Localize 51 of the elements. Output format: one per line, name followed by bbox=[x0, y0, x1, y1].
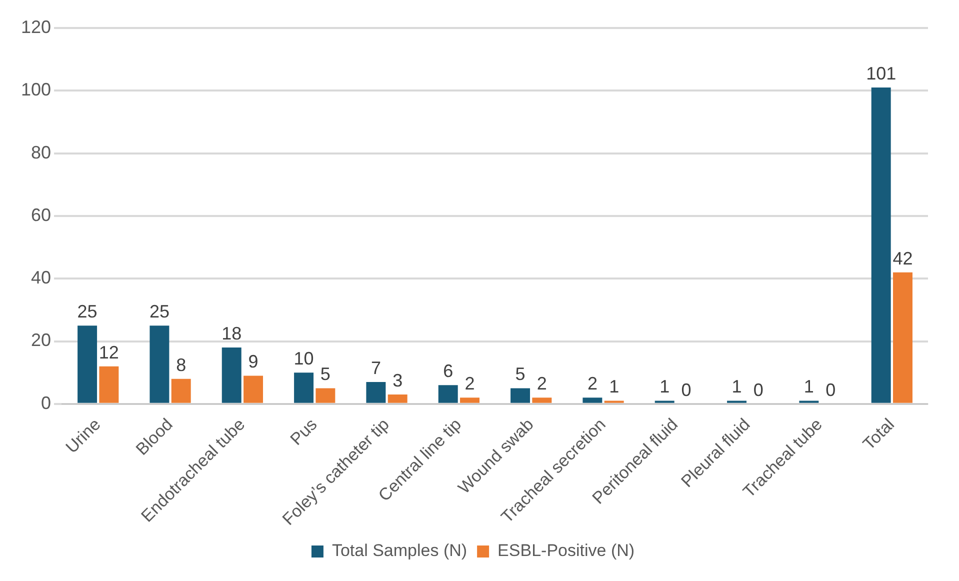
y-tick-label: 40 bbox=[31, 268, 52, 288]
data-label: 7 bbox=[370, 358, 381, 378]
data-label: 2 bbox=[464, 374, 475, 394]
bar bbox=[871, 88, 891, 403]
data-label: 25 bbox=[149, 302, 170, 322]
bar bbox=[78, 326, 98, 403]
bar bbox=[893, 272, 912, 403]
y-tick-label: 100 bbox=[20, 80, 52, 100]
bar bbox=[294, 372, 314, 403]
data-label: 10 bbox=[294, 348, 314, 369]
data-label: 0 bbox=[681, 380, 692, 400]
legend-label: Total Samples (N) bbox=[332, 541, 468, 560]
y-tick-label: 0 bbox=[41, 392, 52, 413]
bar bbox=[532, 398, 552, 403]
bar bbox=[388, 394, 408, 403]
x-tick-label: Pus bbox=[286, 414, 321, 449]
y-tick-label: 20 bbox=[31, 330, 52, 350]
bar bbox=[244, 376, 264, 403]
legend-label: ESBL-Positive (N) bbox=[498, 541, 635, 560]
bar bbox=[150, 326, 170, 403]
bar bbox=[510, 388, 530, 403]
data-label: 42 bbox=[892, 248, 913, 268]
data-label: 12 bbox=[98, 342, 119, 362]
y-tick-label: 60 bbox=[31, 204, 52, 225]
data-label: 1 bbox=[660, 376, 670, 397]
bar bbox=[171, 378, 191, 403]
data-label: 3 bbox=[392, 370, 403, 390]
bar bbox=[366, 382, 386, 403]
data-label: 1 bbox=[804, 376, 814, 397]
data-label: 8 bbox=[176, 354, 186, 375]
data-label: 1 bbox=[609, 376, 620, 397]
data-label: 9 bbox=[248, 352, 258, 372]
data-label: 5 bbox=[515, 364, 526, 384]
data-label: 2 bbox=[536, 374, 547, 394]
data-label: 6 bbox=[443, 361, 454, 382]
data-label: 5 bbox=[320, 364, 330, 384]
bar bbox=[316, 388, 336, 403]
y-tick-label: 80 bbox=[31, 142, 52, 162]
bar bbox=[582, 398, 602, 403]
y-tick-label: 120 bbox=[20, 16, 52, 37]
bar bbox=[438, 385, 458, 403]
data-label: 101 bbox=[866, 63, 896, 84]
data-label: 0 bbox=[826, 380, 836, 400]
data-label: 2 bbox=[587, 374, 598, 394]
data-label: 0 bbox=[753, 380, 764, 400]
data-label: 25 bbox=[77, 302, 98, 322]
data-label: 1 bbox=[732, 376, 742, 397]
data-label: 18 bbox=[222, 323, 242, 344]
bar bbox=[222, 348, 242, 403]
bar bbox=[460, 398, 480, 403]
bar bbox=[99, 366, 119, 403]
